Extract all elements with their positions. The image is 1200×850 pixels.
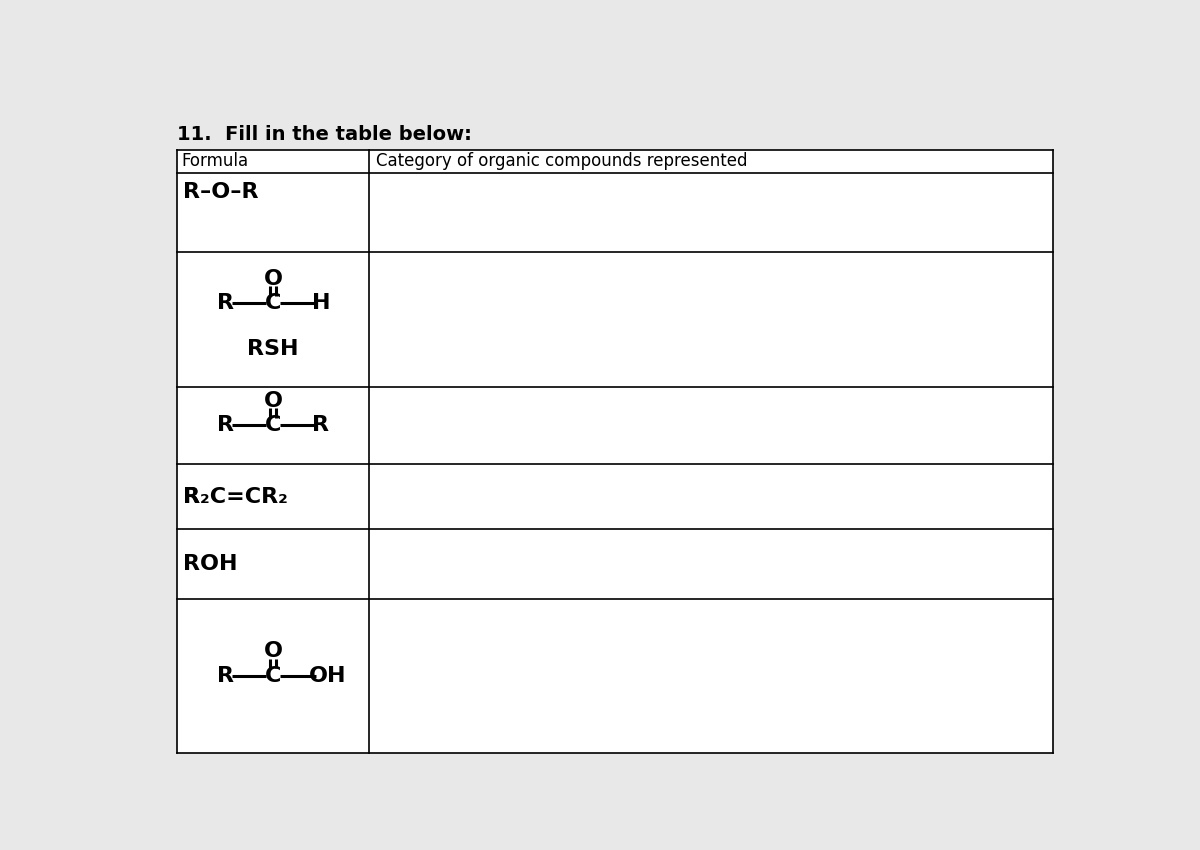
- Text: O: O: [264, 391, 283, 411]
- Text: R: R: [184, 487, 200, 507]
- Text: RSH: RSH: [247, 339, 299, 360]
- Text: H: H: [312, 293, 330, 314]
- Text: O: O: [264, 641, 283, 661]
- Text: ROH: ROH: [184, 554, 238, 574]
- Text: OH: OH: [308, 666, 346, 686]
- Text: R: R: [217, 416, 234, 435]
- Text: C: C: [265, 293, 282, 314]
- Text: R: R: [217, 666, 234, 686]
- Text: O: O: [264, 269, 283, 289]
- Text: Formula: Formula: [181, 152, 248, 170]
- Text: C: C: [265, 666, 282, 686]
- Text: Category of organic compounds represented: Category of organic compounds represente…: [376, 152, 748, 170]
- Text: R₂C=CR₂: R₂C=CR₂: [184, 487, 288, 507]
- Text: R–O–R: R–O–R: [184, 182, 259, 202]
- Text: R: R: [217, 293, 234, 314]
- Text: R: R: [312, 416, 330, 435]
- Text: C: C: [265, 416, 282, 435]
- Text: 11.  Fill in the table below:: 11. Fill in the table below:: [178, 125, 472, 144]
